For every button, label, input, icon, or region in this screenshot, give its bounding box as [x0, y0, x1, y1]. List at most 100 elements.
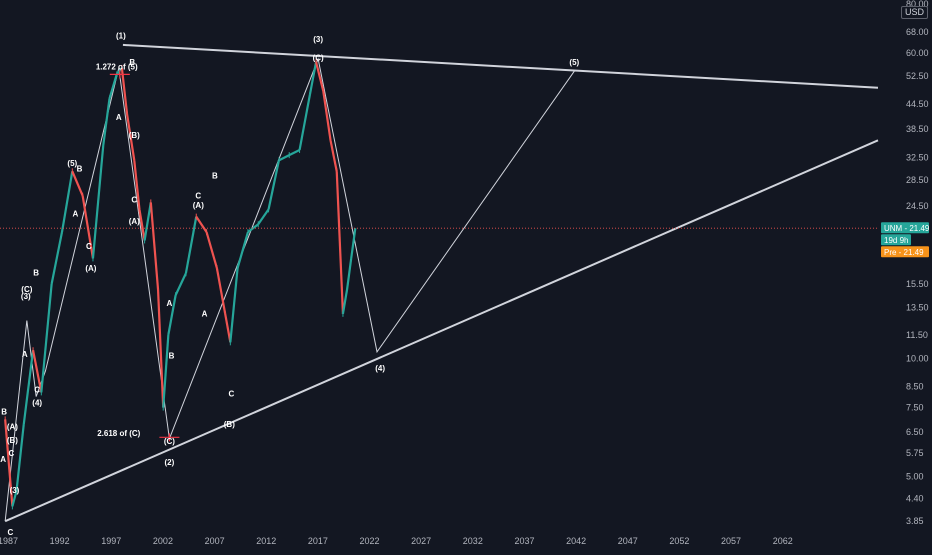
price-segment-25 — [195, 216, 208, 233]
price-segment-20 — [156, 289, 165, 408]
wave-label: (3) — [10, 486, 20, 495]
y-tick-label: 13.50 — [906, 302, 929, 312]
x-tick-label: 2032 — [463, 536, 483, 546]
y-tick-label: 68.00 — [906, 27, 929, 37]
x-tick-label: 2062 — [773, 536, 793, 546]
wave-label: (A) — [7, 422, 18, 431]
y-tick-label: 32.50 — [906, 153, 929, 163]
y-tick-label: 44.50 — [906, 99, 929, 109]
wave-label: B — [77, 164, 83, 173]
price-tag-text: Pre - 21.49 — [884, 248, 924, 257]
y-tick-label: 3.85 — [906, 516, 924, 526]
wave-label: C — [131, 195, 137, 204]
price-segment-18 — [143, 202, 152, 241]
y-tick-label: 7.50 — [906, 403, 924, 413]
price-segment-31 — [247, 223, 259, 234]
wave-label: A — [167, 299, 173, 308]
wave-label: (A) — [85, 264, 96, 273]
price-segment-16 — [133, 160, 141, 210]
wave-label: A — [73, 210, 79, 219]
price-segment-43 — [345, 258, 353, 290]
price-segment-26 — [205, 231, 218, 269]
y-tick-label: 10.00 — [906, 354, 929, 364]
x-tick-label: 2022 — [360, 536, 380, 546]
price-segment-5 — [40, 283, 53, 393]
wave-label: A — [116, 113, 122, 122]
y-tick-label: 38.50 — [906, 124, 929, 134]
wave-label: (5) — [67, 159, 77, 168]
wave-label: B — [129, 58, 135, 67]
wave-label: (1) — [116, 31, 126, 40]
price-segment-40 — [329, 140, 338, 172]
wave-label: (A) — [193, 201, 204, 210]
wave-label: C — [8, 449, 14, 458]
price-tag-text: UNM - 21.49 — [884, 224, 930, 233]
price-tag-bg — [881, 222, 929, 234]
wave-label: (C) — [164, 437, 175, 446]
price-segment-37 — [308, 61, 318, 96]
price-segment-10 — [91, 144, 105, 259]
price-segment-15 — [125, 113, 136, 161]
wave-label: B — [1, 408, 7, 417]
wave-label: 2.618 of (C) — [97, 429, 140, 438]
y-tick-label: 11.50 — [906, 330, 928, 340]
x-tick-label: 2002 — [153, 536, 173, 546]
price-segment-2 — [15, 424, 25, 492]
y-tick-label: 5.00 — [906, 472, 924, 482]
price-segment-6 — [50, 231, 64, 285]
wave-label: B — [169, 352, 175, 361]
time-axis[interactable]: 1987 1992 1997 2002 2007 2012 2017 2022 2027 2032… — [0, 536, 793, 546]
currency-label[interactable]: USD — [900, 6, 928, 19]
y-tick-label: 6.50 — [906, 427, 924, 437]
price-segment-32 — [257, 208, 270, 225]
wave-label: (B) — [129, 131, 140, 140]
price-segment-17 — [138, 209, 146, 241]
price-segment-42 — [341, 289, 349, 315]
price-segment-30 — [236, 231, 249, 269]
price-segment-38 — [315, 61, 325, 92]
plot-area[interactable]: (1)1.272 of (5)BA(B)C(A)(5)BAC(A)B(C)(3)… — [0, 31, 879, 537]
price-segment-3 — [22, 350, 35, 425]
price-segment-28 — [224, 313, 232, 343]
price-tag-text: 19d 9h — [884, 236, 908, 245]
price-segment-4 — [31, 350, 43, 393]
y-tick-label: 80.00 — [906, 0, 929, 9]
wave-label: (C) — [313, 53, 324, 62]
y-tick-label: 28.50 — [906, 175, 929, 185]
x-tick-label: 2027 — [411, 536, 431, 546]
price-segment-22 — [167, 295, 177, 335]
price-segment-36 — [298, 94, 311, 151]
price-segment-29 — [229, 268, 239, 343]
x-tick-label: 2057 — [721, 536, 741, 546]
wave-label: (4) — [375, 364, 385, 373]
wave-label: C — [228, 390, 234, 399]
wave-label: (5) — [569, 58, 579, 67]
y-tick-label: 8.50 — [906, 381, 924, 391]
price-axis[interactable]: 80.00 68.00 60.00 52.50 44.50 38.50 32.50 28.50… — [881, 0, 930, 526]
wave-label: B — [33, 268, 39, 277]
y-tick-label: 52.50 — [906, 71, 929, 81]
price-segment-12 — [108, 74, 118, 99]
wave-label: C — [7, 528, 13, 537]
y-tick-label: 4.40 — [906, 493, 924, 503]
y-tick-label: 60.00 — [906, 48, 929, 58]
wave-label: A — [202, 310, 208, 319]
wave-label: C — [34, 385, 40, 394]
wave-label: B — [212, 171, 218, 180]
wave-label: (B) — [224, 420, 235, 429]
wave-path-0 — [4, 57, 575, 522]
wave-label: C — [195, 191, 201, 200]
price-segment-11 — [102, 98, 111, 146]
wave-label: (B) — [7, 436, 18, 445]
y-tick-label: 24.50 — [906, 201, 929, 211]
price-segment-33 — [267, 160, 280, 210]
trendline-0 — [4, 139, 879, 523]
wave-label: A — [22, 350, 28, 359]
wave-label: (C) — [21, 285, 32, 294]
wave-label: (2) — [165, 458, 175, 467]
x-tick-label: 2017 — [308, 536, 328, 546]
price-tag-bg — [881, 246, 929, 258]
